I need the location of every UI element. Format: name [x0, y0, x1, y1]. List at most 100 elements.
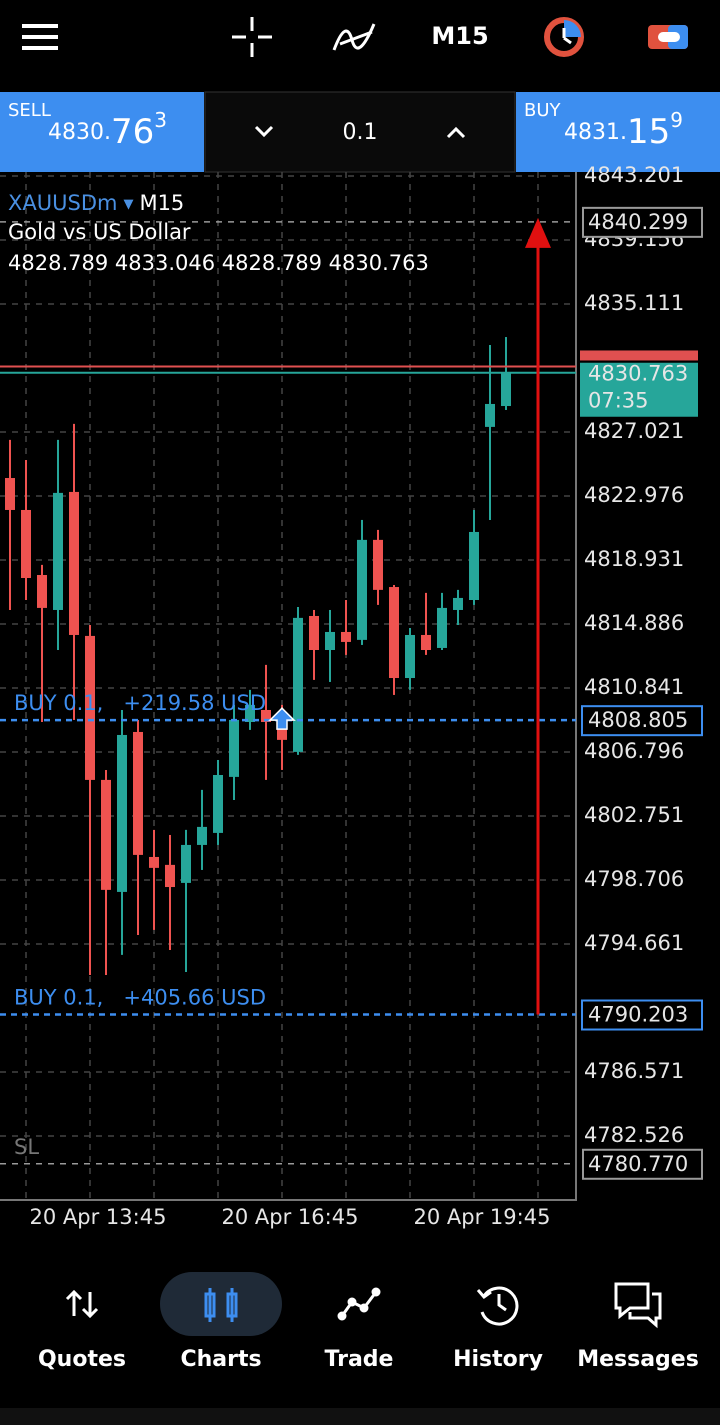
candle-body	[389, 587, 399, 679]
chart-timeframe: M15	[139, 191, 184, 215]
order-text[interactable]: BUY 0.1, +405.66 USD	[14, 986, 266, 1010]
y-tick-label: 4810.841	[584, 675, 684, 699]
y-tick-label: 4786.571	[584, 1059, 684, 1083]
arrow-head	[525, 217, 551, 248]
y-tick-label: 4835.111	[584, 291, 684, 315]
price-small: 4830.	[48, 120, 111, 145]
plot	[5, 337, 511, 976]
y-tick-label: 4814.886	[584, 611, 684, 635]
chart-symbol[interactable]: XAUUSDm ▼ M15	[8, 191, 184, 215]
menu-button[interactable]	[22, 24, 58, 50]
candle-body	[213, 775, 223, 833]
buy-label: BUY	[524, 100, 562, 121]
history-icon	[476, 1286, 519, 1326]
y-tick-label: 4802.751	[584, 803, 684, 827]
candle-body	[149, 856, 159, 868]
candle-body	[37, 575, 47, 608]
y-tick-label: 4827.021	[584, 419, 684, 443]
one-click-toggle[interactable]	[648, 25, 688, 49]
order-label-box	[581, 705, 703, 737]
candle-body	[181, 844, 191, 883]
nav-tab[interactable]: Trade	[325, 1347, 394, 1372]
ohlc: 4828.789 4833.046 4828.789 4830.763	[8, 251, 429, 275]
sl-text: SL	[14, 1135, 39, 1159]
candle-body	[421, 634, 431, 651]
clock-button[interactable]	[544, 17, 584, 57]
candle-body	[21, 509, 31, 579]
y-tick-label: 4782.526	[584, 1123, 684, 1147]
y-tick-label: 4798.706	[584, 867, 684, 891]
candle-body	[277, 721, 287, 740]
candle-body	[165, 864, 175, 888]
price-sup: 9	[670, 108, 683, 132]
candle-body	[453, 597, 463, 610]
nav-tab[interactable]: Charts	[180, 1347, 261, 1372]
volume-panel	[204, 91, 516, 173]
x-tick-label: 20 Apr 19:45	[414, 1205, 551, 1229]
candle-body	[53, 492, 63, 610]
y-tick-label: 4843.201	[584, 163, 684, 187]
y-tick-label: 4818.931	[584, 547, 684, 571]
candle-body	[309, 615, 319, 651]
trade-icon	[337, 1287, 381, 1321]
price-big: 15	[627, 112, 670, 152]
bar-timer: 07:35	[588, 389, 649, 413]
price-big: 76	[111, 112, 154, 152]
candle-body	[405, 634, 415, 679]
sl-label: 4780.770	[588, 1152, 688, 1176]
y-tick-label: 4794.661	[584, 931, 684, 955]
timeframe-button[interactable]: M15	[431, 22, 488, 50]
sell-price: 4830.763	[48, 108, 167, 152]
candle-body	[325, 631, 335, 651]
sell-button[interactable]	[0, 92, 204, 172]
crosshair-button[interactable]	[232, 17, 272, 57]
nav-tab[interactable]: History	[453, 1347, 543, 1372]
candle-body	[133, 731, 143, 855]
candle-body	[101, 779, 111, 890]
candle-body	[469, 531, 479, 601]
candle-body	[437, 607, 447, 648]
sell-label: SELL	[8, 100, 51, 121]
volume[interactable]: 0.1	[343, 120, 378, 145]
candle-body	[261, 709, 271, 722]
nav-tab[interactable]: Quotes	[38, 1347, 126, 1372]
y-tick-label: 4806.796	[584, 739, 684, 763]
grid: 4843.2014839.1564835.1114827.0214822.976…	[0, 163, 684, 1229]
buy-price: 4831.159	[564, 108, 683, 152]
candle-body	[293, 617, 303, 752]
active-tab-pill	[160, 1272, 282, 1336]
order-text[interactable]: BUY 0.1, +219.58 USD	[14, 691, 266, 715]
tp-label: 4840.299	[588, 210, 688, 234]
quotes-icon	[65, 1289, 99, 1319]
volume-up[interactable]	[446, 126, 466, 139]
candle-body	[357, 539, 367, 640]
candle-body	[245, 704, 255, 722]
description: Gold vs US Dollar	[8, 220, 191, 244]
candle-body	[485, 403, 495, 427]
sl-label-box	[582, 1148, 703, 1180]
order-label: 4808.805	[588, 708, 688, 732]
bottom-nav: Quotes Charts Trade History Messages	[38, 1347, 699, 1372]
volume-down[interactable]	[254, 125, 274, 138]
candle-body	[5, 478, 15, 510]
y-tick-label: 4822.976	[584, 483, 684, 507]
candle-body	[501, 372, 511, 407]
buy-button[interactable]	[516, 92, 720, 172]
x-tick-label: 20 Apr 16:45	[222, 1205, 359, 1229]
candle-body	[373, 539, 383, 590]
messages-icon	[614, 1282, 662, 1329]
candle-body	[341, 631, 351, 642]
indicators-button[interactable]	[332, 23, 376, 51]
candle-body	[117, 734, 127, 892]
charts-icon	[204, 1288, 238, 1322]
candle-body	[197, 826, 207, 845]
x-tick-label: 20 Apr 13:45	[30, 1205, 167, 1229]
overlay: 4830.763 07:35 4840.299 SL 4780.770 BUY 0.1, …	[0, 206, 703, 1180]
price-sup: 3	[154, 108, 167, 132]
nav-tab[interactable]: Messages	[577, 1347, 699, 1372]
order-label: 4790.203	[588, 1003, 688, 1027]
entry-marker	[268, 707, 296, 730]
dropdown: ▼	[123, 197, 133, 212]
candle-body	[229, 719, 239, 777]
